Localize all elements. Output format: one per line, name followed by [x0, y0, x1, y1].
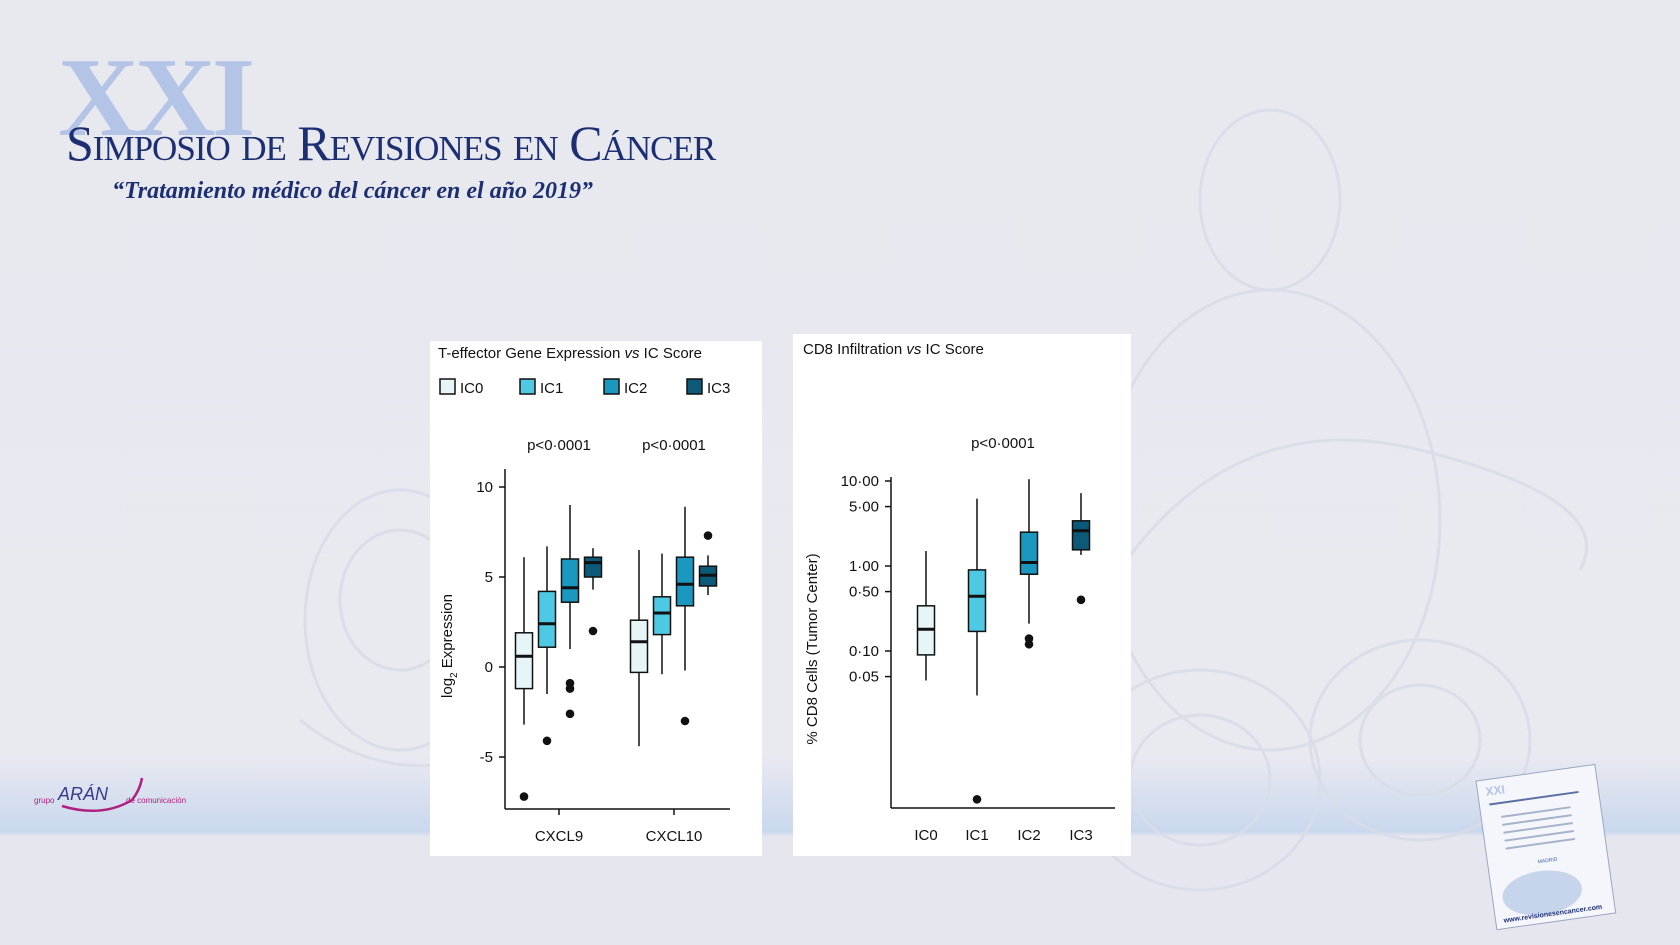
- brochure-city: MADRID: [1537, 856, 1558, 865]
- legend-label-ic1: IC1: [540, 380, 563, 397]
- brochure-thumbnail: XXI MADRID www.revisionesencancer.com: [1475, 763, 1617, 931]
- legend-swatch-ic1: [519, 378, 536, 395]
- aran-brand: ARÁN: [57, 784, 109, 804]
- box-cd8-ic2-box: [1019, 531, 1039, 575]
- chart2-ylabel: % CD8 Cells (Tumor Center): [804, 553, 821, 744]
- brochure-numeral: XXI: [1485, 782, 1506, 799]
- chart2-xtick-label-ic3: IC3: [1069, 827, 1092, 844]
- chart2-ytick-label: 10·00: [841, 473, 879, 490]
- box-cd8-ic3-box: [1071, 520, 1091, 551]
- symposium-subtitle: “Tratamiento médico del cáncer en el año…: [112, 178, 594, 204]
- chart2-ytick-label: 5·00: [849, 499, 879, 516]
- box-cd8-ic3-outlier: [1076, 595, 1086, 605]
- chart1-xtick-label-cxcl9: CXCL9: [535, 828, 583, 845]
- chart2-axes: 10·00 5·00 1·00 0·50 0·10 0·05 IC0 IC1 IC2 IC3: [841, 473, 1115, 844]
- cd8-boxplot: CD8 Infiltration vs IC Score p<0·0001 10…: [803, 341, 1115, 844]
- box-cxcl9-ic0-outlier: [519, 792, 529, 801]
- box-cxcl9-ic1-box: [537, 590, 557, 648]
- box-cxcl10-ic2-box: [675, 556, 695, 607]
- chart2-ytick-label: 0·50: [849, 584, 879, 601]
- chart1-legend: IC0 IC1 IC2 IC3: [439, 378, 730, 397]
- chart2-ytick-label: 0·05: [849, 669, 879, 686]
- box-cd8-ic1-box: [967, 569, 987, 633]
- chart2-boxes: [916, 479, 1091, 804]
- chart1-ytick-label: 10: [476, 479, 493, 496]
- chart2-xtick-label-ic0: IC0: [914, 827, 937, 844]
- box-cxcl10-ic3-outlier: [703, 531, 713, 540]
- chart1-ytick-label: 5: [485, 569, 493, 586]
- chart2-ytick-label: 1·00: [849, 558, 879, 575]
- chart1-axes: 10 5 0 -5 CXCL9 CXCL10: [476, 469, 730, 845]
- aran-prefix: grupo: [34, 796, 55, 805]
- chart1-pvalues: p<0·0001 p<0·0001: [527, 437, 706, 454]
- box-cxcl9-ic3-box: [583, 556, 603, 578]
- legend-swatch-ic0: [439, 378, 456, 395]
- chart2-pvalue: p<0·0001: [971, 435, 1035, 452]
- box-cxcl10-ic1-box: [652, 596, 672, 636]
- box-cxcl10-ic2-outlier: [680, 716, 690, 726]
- chart1-xtick-label-cxcl10: CXCL10: [646, 828, 703, 845]
- symposium-numeral: XXI: [58, 36, 255, 160]
- box-cxcl9-ic1-outlier: [542, 736, 552, 746]
- chart1-pvalue-cxcl9: p<0·0001: [527, 437, 591, 454]
- chart2-title: CD8 Infiltration vs IC Score: [803, 341, 984, 358]
- chart1-ytick-label: 0: [485, 659, 493, 676]
- legend-swatch-ic2: [603, 378, 620, 395]
- chart1-ytick-label: -5: [480, 749, 493, 766]
- legend-label-ic0: IC0: [460, 380, 483, 397]
- legend-label-ic2: IC2: [624, 380, 647, 397]
- box-cxcl9-ic2-box: [560, 558, 580, 603]
- aran-logo: grupo ARÁN de comunicación: [34, 777, 186, 812]
- chart1-title: T-effector Gene Expression vs IC Score: [438, 345, 702, 362]
- legend-swatch-ic3: [686, 378, 703, 395]
- chart2-xtick-label-ic2: IC2: [1017, 827, 1040, 844]
- box-cxcl9-ic2-outlier: [565, 709, 575, 719]
- chart1-boxes: [514, 505, 718, 801]
- box-cd8-ic2-outlier: [1024, 639, 1034, 649]
- chart2-xtick-label-ic1: IC1: [965, 827, 988, 844]
- box-cd8-ic1-outlier: [972, 795, 982, 804]
- legend-label-ic3: IC3: [707, 380, 730, 397]
- chart2-ytick-label: 0·10: [849, 643, 879, 660]
- box-cxcl9-ic0-box: [514, 632, 534, 690]
- teffector-boxplot: T-effector Gene Expression vs IC Score I…: [438, 345, 730, 845]
- cd8-chart-panel: CD8 Infiltration vs IC Score p<0·0001 10…: [793, 334, 1131, 856]
- symposium-title: Simposio de Revisiones en Cáncer: [66, 115, 716, 171]
- box-cxcl9-ic3-outlier: [588, 626, 598, 636]
- chart1-ylabel: log2 Expression: [439, 594, 460, 698]
- box-cxcl9-ic2-outlier: [565, 684, 575, 693]
- chart1-pvalue-cxcl10: p<0·0001: [642, 437, 706, 454]
- aran-suffix: de comunicación: [126, 796, 186, 805]
- box-cxcl10-ic0-box: [629, 619, 649, 674]
- teffector-chart-panel: T-effector Gene Expression vs IC Score I…: [430, 341, 762, 856]
